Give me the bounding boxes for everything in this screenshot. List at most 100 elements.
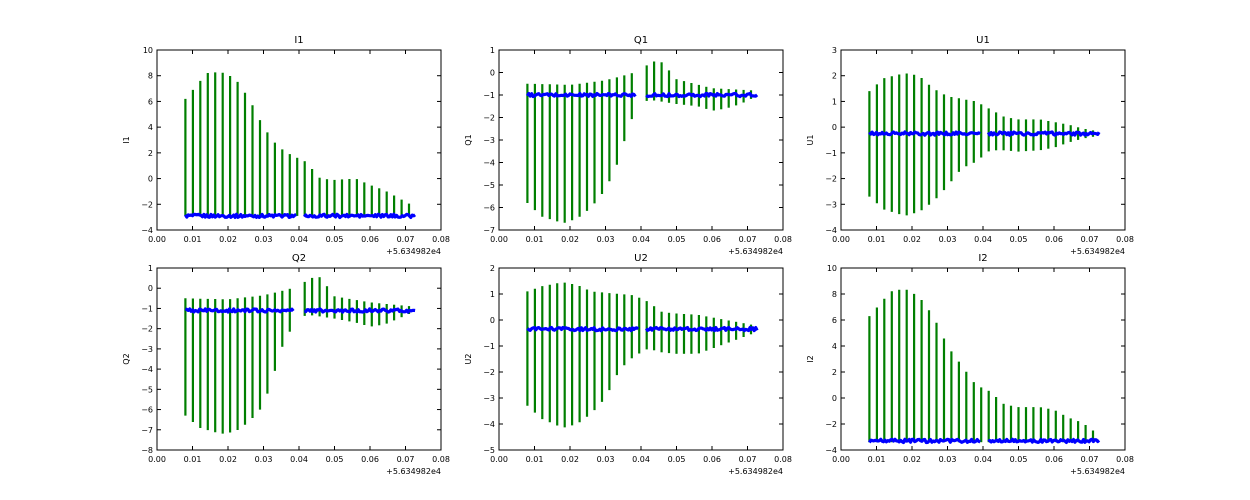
series-raw	[184, 277, 411, 434]
x-tick-label: 0.06	[361, 455, 379, 464]
y-tick-label: −3	[141, 345, 153, 354]
y-tick-label: −5	[483, 181, 495, 190]
panel-i1: I1 I1 0.00 0.01 0.02 0.03 0.04 0.05 0.06 0.07 0.08…	[122, 35, 450, 256]
y-axis-label: U1	[806, 135, 815, 146]
x-tick-label: 0.08	[774, 455, 792, 464]
series-averaged	[184, 212, 417, 220]
x-tick-label: 0.07	[397, 235, 415, 244]
y-tick-label: 8	[832, 290, 837, 299]
x-tick-label: 0.01	[526, 455, 544, 464]
x-tick-label: 0.05	[326, 455, 344, 464]
x-tick-label: 0.00	[832, 235, 850, 244]
x-tick-label: 0.03	[597, 235, 615, 244]
y-tick-label: −7	[483, 226, 495, 235]
series-raw	[868, 289, 1095, 443]
series-raw	[526, 282, 753, 428]
y-tick-label: 0	[832, 123, 837, 132]
averaged-line	[303, 212, 417, 220]
x-tick-label: 0.04	[290, 235, 308, 244]
panel-i2: I2 I2 0.00 0.01 0.02 0.03 0.04 0.05 0.06 0.07 0.08…	[806, 253, 1134, 476]
x-offset-label: +5.634982e4	[728, 247, 783, 256]
x-tick-label: 0.03	[939, 455, 957, 464]
x-tick-label: 0.03	[255, 455, 273, 464]
x-tick-label: 0.08	[1116, 235, 1134, 244]
y-tick-label: −4	[141, 365, 153, 374]
y-tick-label: −2	[141, 200, 153, 209]
y-axis-label: Q2	[122, 353, 131, 364]
series-raw	[868, 73, 1095, 216]
y-tick-label: 1	[148, 264, 153, 273]
y-tick-label: −6	[483, 204, 495, 213]
panel-title: Q1	[634, 35, 648, 46]
y-tick-label: 2	[490, 264, 495, 273]
y-axis-label: U2	[464, 354, 473, 365]
averaged-line	[987, 437, 1101, 444]
averaged-line	[526, 91, 637, 99]
x-tick-label: 0.04	[974, 455, 992, 464]
x-tick-label: 0.06	[361, 235, 379, 244]
y-tick-label: 2	[148, 149, 153, 158]
panel-title: Q2	[292, 253, 306, 264]
series-averaged	[868, 437, 1101, 445]
series-averaged	[868, 130, 1101, 137]
x-tick-label: 0.03	[597, 455, 615, 464]
y-tick-label: −2	[483, 368, 495, 377]
y-axis-label: I1	[122, 136, 131, 143]
x-tick-label: 0.00	[832, 455, 850, 464]
y-tick-label: 0	[490, 69, 495, 78]
x-tick-label: 0.07	[739, 235, 757, 244]
x-offset-label: +5.634982e4	[386, 247, 441, 256]
x-tick-label: 0.02	[903, 235, 921, 244]
averaged-line	[868, 437, 981, 445]
y-tick-label: −8	[141, 446, 153, 455]
panel-title: U1	[976, 35, 990, 46]
panel-q1: Q1 Q1 0.00 0.01 0.02 0.03 0.04 0.05 0.06 0.07 0.08…	[464, 35, 792, 256]
y-tick-label: −5	[483, 446, 495, 455]
averaged-line	[986, 130, 1101, 137]
averaged-line	[645, 91, 759, 99]
series-raw	[184, 72, 411, 216]
x-offset-label: +5.634982e4	[1070, 247, 1125, 256]
x-tick-label: 0.07	[1081, 455, 1099, 464]
y-tick-label: 4	[832, 342, 837, 351]
y-tick-label: −3	[483, 136, 495, 145]
y-tick-label: −4	[825, 226, 837, 235]
x-tick-label: 0.06	[1045, 235, 1063, 244]
averaged-line	[304, 307, 416, 314]
x-tick-label: 0.05	[668, 455, 686, 464]
y-tick-label: 0	[148, 175, 153, 184]
y-axis-label: I2	[806, 355, 815, 362]
x-offset-label: +5.634982e4	[728, 467, 783, 476]
x-tick-label: 0.07	[397, 455, 415, 464]
y-tick-label: −2	[825, 175, 837, 184]
y-axis-label: Q1	[464, 134, 473, 145]
panel-q2: Q2 Q2 0.00 0.01 0.02 0.03 0.04 0.05 0.06 0.07 0.08…	[122, 253, 450, 476]
x-tick-label: 0.02	[219, 235, 237, 244]
averaged-line	[526, 325, 640, 333]
x-tick-label: 0.05	[1010, 455, 1028, 464]
panel-u1: U1 U1 0.00 0.01 0.02 0.03 0.04 0.05 0.06 0.07 0.08…	[806, 35, 1134, 256]
y-tick-label: 6	[832, 316, 837, 325]
y-tick-label: −1	[141, 304, 153, 313]
x-tick-label: 0.04	[632, 455, 650, 464]
x-tick-label: 0.06	[1045, 455, 1063, 464]
panel-title: I2	[978, 253, 987, 264]
y-tick-label: −7	[141, 426, 153, 435]
y-tick-label: 1	[490, 46, 495, 55]
x-tick-label: 0.01	[184, 455, 202, 464]
y-tick-label: 1	[832, 97, 837, 106]
series-averaged	[526, 325, 759, 333]
x-tick-label: 0.00	[148, 235, 166, 244]
x-tick-label: 0.03	[255, 235, 273, 244]
y-tick-label: −4	[483, 420, 495, 429]
x-tick-label: 0.06	[703, 455, 721, 464]
y-tick-label: −4	[825, 446, 837, 455]
y-tick-label: −3	[825, 200, 837, 209]
x-tick-label: 0.02	[219, 455, 237, 464]
y-tick-label: 2	[832, 72, 837, 81]
x-tick-label: 0.03	[939, 235, 957, 244]
x-tick-label: 0.08	[432, 455, 450, 464]
y-tick-label: 0	[490, 316, 495, 325]
x-tick-label: 0.04	[974, 235, 992, 244]
